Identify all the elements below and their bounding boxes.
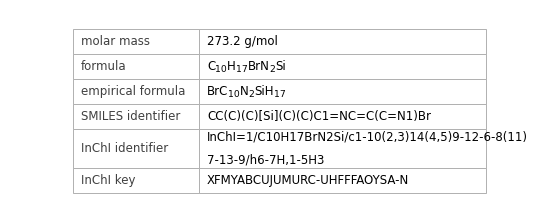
Text: H: H xyxy=(227,60,236,73)
Text: 273.2 g/mol: 273.2 g/mol xyxy=(207,35,278,48)
Text: 17: 17 xyxy=(274,90,286,99)
Bar xyxy=(73,104,199,128)
Bar xyxy=(199,128,486,168)
Text: 2: 2 xyxy=(269,65,275,74)
Bar xyxy=(73,54,199,79)
Text: InChI key: InChI key xyxy=(81,174,135,187)
Text: 10: 10 xyxy=(215,65,227,74)
Text: BrC: BrC xyxy=(207,85,228,98)
Text: InChI=1/C10H17BrN2Si/c1-10(2,3)14(4,5)9-12-6-8(11): InChI=1/C10H17BrN2Si/c1-10(2,3)14(4,5)9-… xyxy=(207,131,528,144)
Text: empirical formula: empirical formula xyxy=(81,85,185,98)
Bar xyxy=(73,128,199,168)
Text: BrN: BrN xyxy=(247,60,269,73)
Bar xyxy=(199,54,486,79)
Bar xyxy=(73,168,199,193)
Text: 10: 10 xyxy=(228,90,240,99)
Bar xyxy=(199,104,486,128)
Text: 17: 17 xyxy=(236,65,247,74)
Text: CC(C)(C)[Si](C)(C)C1=NC=C(C=N1)Br: CC(C)(C)[Si](C)(C)C1=NC=C(C=N1)Br xyxy=(207,110,431,123)
Text: N: N xyxy=(240,85,249,98)
Bar xyxy=(73,79,199,104)
Text: SMILES identifier: SMILES identifier xyxy=(81,110,180,123)
Text: SiH: SiH xyxy=(254,85,274,98)
Text: XFMYABCUJUMURC-UHFFFAOYSA-N: XFMYABCUJUMURC-UHFFFAOYSA-N xyxy=(207,174,409,187)
Bar xyxy=(199,168,486,193)
Text: molar mass: molar mass xyxy=(81,35,150,48)
Bar xyxy=(199,29,486,54)
Text: InChI identifier: InChI identifier xyxy=(81,142,168,155)
Bar xyxy=(199,79,486,104)
Text: formula: formula xyxy=(81,60,127,73)
Text: Si: Si xyxy=(275,60,286,73)
Text: 7-13-9/h6-7H,1-5H3: 7-13-9/h6-7H,1-5H3 xyxy=(207,153,324,166)
Text: C: C xyxy=(207,60,215,73)
Bar xyxy=(73,29,199,54)
Text: 2: 2 xyxy=(249,90,254,99)
